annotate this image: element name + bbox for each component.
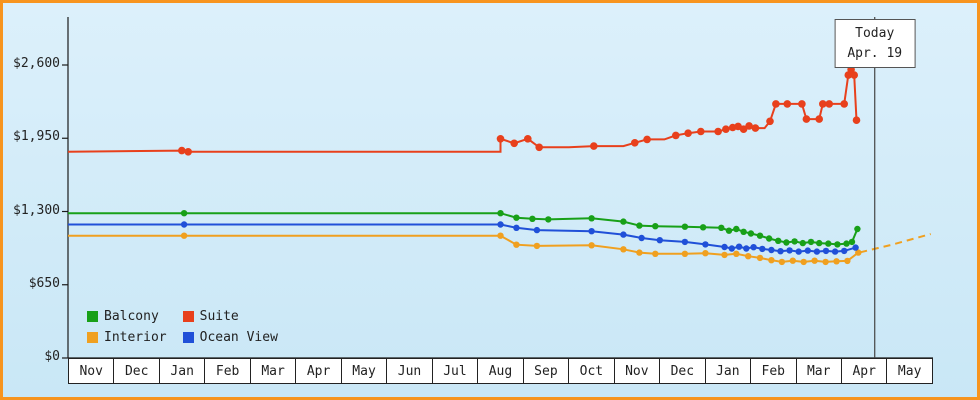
month-cell: Nov: [615, 359, 661, 383]
month-cell: Oct: [569, 359, 615, 383]
month-cell: Mar: [251, 359, 297, 383]
legend-label-ocean-view: Ocean View: [199, 330, 278, 345]
price-history-chart: [62, 17, 933, 359]
month-cell: Sep: [524, 359, 570, 383]
legend-label-balcony: Balcony: [104, 309, 159, 324]
month-cell: May: [897, 363, 922, 379]
month-cell: Dec: [660, 359, 706, 383]
month-cell: Dec: [114, 359, 160, 383]
legend-item-ocean-view: Ocean View: [182, 330, 278, 345]
month-cell: Nov: [69, 359, 115, 383]
month-cell: Jan: [706, 359, 752, 383]
today-date: Apr. 19: [847, 45, 903, 61]
month-cell: Feb: [205, 359, 251, 383]
today-marker-box: Today Apr. 19: [834, 19, 916, 68]
month-cell: Jul: [433, 359, 479, 383]
legend-label-interior: Interior: [104, 330, 167, 345]
legend-swatch-ocean-view: [182, 332, 194, 343]
month-cell: May: [342, 359, 388, 383]
legend-label-suite: Suite: [199, 309, 239, 324]
legend-swatch-suite: [182, 311, 194, 322]
legend-item-interior: Interior: [87, 330, 167, 345]
month-cell: Aug: [478, 359, 524, 383]
legend-item-balcony: Balcony: [87, 309, 167, 324]
month-axis: Nov Dec Jan Feb Mar Apr May Jun Jul Aug …: [68, 358, 933, 384]
month-cell: Apr: [842, 359, 888, 383]
y-axis-label: $1,300: [13, 202, 60, 218]
legend-swatch-interior: [87, 332, 98, 343]
month-cell: Apr: [296, 359, 342, 383]
legend: Balcony Suite Interior Ocean View: [87, 309, 278, 345]
y-axis-label: $1,950: [13, 129, 60, 145]
month-cell: Jan: [160, 359, 206, 383]
legend-item-suite: Suite: [182, 309, 278, 324]
today-label: Today: [855, 26, 895, 41]
y-axis-label: $0: [44, 349, 60, 364]
y-axis-label: $650: [28, 275, 60, 291]
month-cell: Feb: [751, 359, 797, 383]
month-cell: Mar: [797, 359, 842, 383]
month-cell: Jun: [387, 359, 433, 383]
legend-swatch-balcony: [87, 311, 98, 322]
y-axis-label: $2,600: [13, 56, 60, 71]
